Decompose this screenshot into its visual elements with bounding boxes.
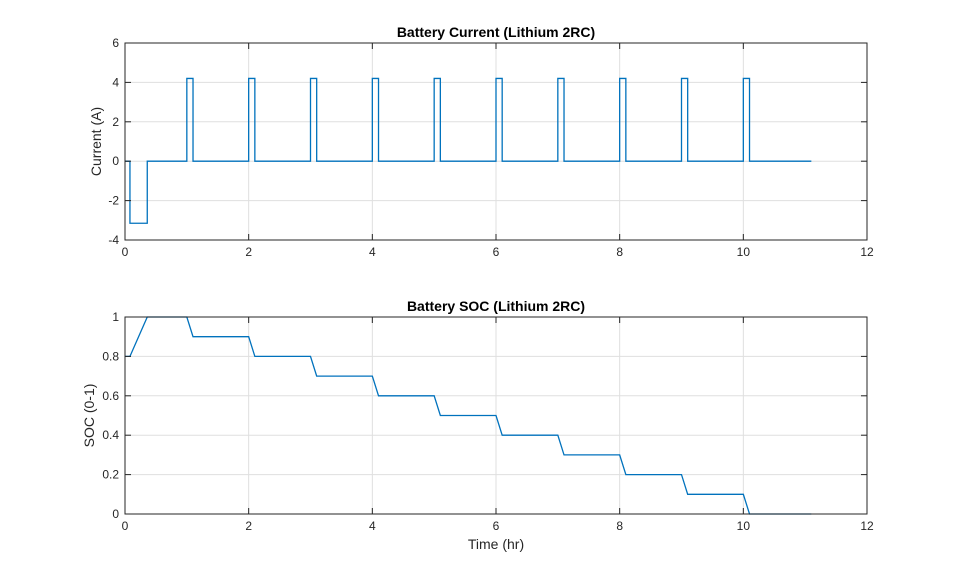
soc-series [125, 316, 812, 515]
soc-x-tick-label: 6 [493, 519, 500, 533]
soc-y-axis-label: SOC (0-1) [81, 384, 97, 448]
soc-series-line [125, 316, 812, 515]
soc-x-tick-label: 0 [122, 519, 129, 533]
current-x-tick-label: 12 [860, 245, 874, 259]
soc-x-tick-label: 4 [369, 519, 376, 533]
soc-y-tick-label: 0.8 [102, 349, 119, 363]
soc-x-tick-label: 12 [860, 519, 874, 533]
soc-ticks: 0 2 4 6 8 10 12 0 0.2 0.4 0.6 0.8 1 [102, 310, 874, 533]
soc-x-tick-label: 10 [737, 519, 751, 533]
soc-x-tick-label: 2 [245, 519, 252, 533]
current-x-tick-label: 4 [369, 245, 376, 259]
current-series-line [125, 77, 812, 224]
current-chart-title: Battery Current (Lithium 2RC) [397, 24, 595, 40]
current-y-tick-label: 2 [112, 115, 119, 129]
current-x-tick-label: 0 [122, 245, 129, 259]
soc-axes: 0 2 4 6 8 10 12 0 0.2 0.4 0.6 0.8 1 Battery SOC (Lit… [81, 298, 874, 552]
current-x-tick-label: 2 [245, 245, 252, 259]
soc-y-tick-label: 0.4 [102, 428, 119, 442]
current-y-tick-label: -4 [108, 233, 119, 247]
soc-y-tick-label: 0.2 [102, 468, 119, 482]
current-series [125, 77, 812, 224]
current-x-tick-label: 10 [737, 245, 751, 259]
current-ticks: 0 2 4 6 8 10 12 -4 -2 0 2 4 6 [108, 36, 874, 259]
current-y-tick-label: 0 [112, 154, 119, 168]
current-y-axis-label: Current (A) [88, 107, 104, 176]
soc-y-tick-label: 1 [112, 310, 119, 324]
current-y-tick-label: -2 [108, 194, 119, 208]
current-x-tick-label: 8 [616, 245, 623, 259]
current-y-tick-label: 4 [112, 75, 119, 89]
current-y-tick-label: 6 [112, 36, 119, 50]
soc-y-tick-label: 0.6 [102, 389, 119, 403]
current-axes: 0 2 4 6 8 10 12 -4 -2 0 2 4 6 Battery Current (Lithi… [88, 24, 874, 259]
current-x-tick-label: 6 [493, 245, 500, 259]
soc-chart-title: Battery SOC (Lithium 2RC) [407, 298, 585, 314]
soc-x-axis-label: Time (hr) [468, 536, 524, 552]
soc-y-tick-label: 0 [112, 507, 119, 521]
soc-x-tick-label: 8 [616, 519, 623, 533]
